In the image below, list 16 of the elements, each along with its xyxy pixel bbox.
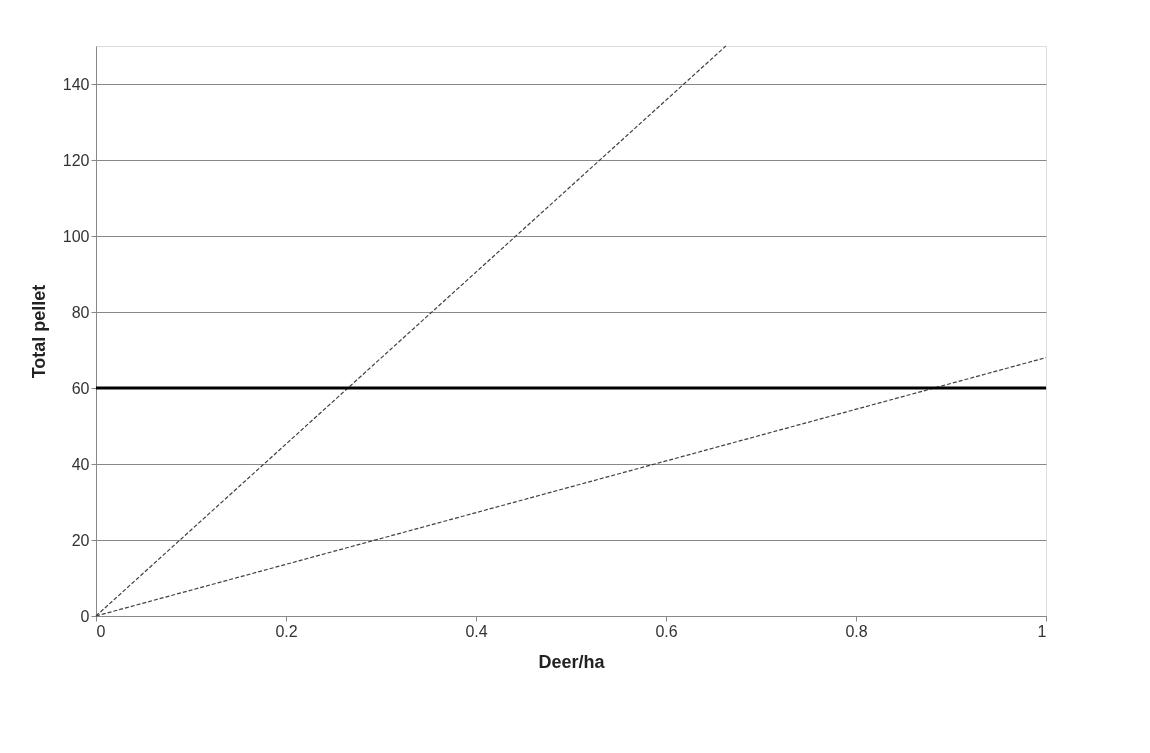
y-axis-title: Total pellet	[28, 284, 49, 379]
y-tick-label: 60	[71, 379, 90, 397]
y-tick-label: 0	[80, 607, 90, 625]
y-tick-label: 20	[71, 531, 90, 549]
y-tick-label: 140	[62, 75, 90, 93]
x-tick-label: 0	[96, 622, 106, 640]
x-tick-label: 1	[1037, 622, 1047, 640]
y-tick-label: 40	[71, 455, 90, 473]
y-tick-label: 120	[62, 151, 90, 169]
y-tick-label: 100	[62, 227, 90, 245]
x-tick-label: 0.4	[465, 622, 488, 640]
x-tick-label: 0.6	[655, 622, 678, 640]
y-tick-label: 80	[71, 303, 90, 321]
x-tick-label: 0.8	[845, 622, 868, 640]
x-axis-title: Deer/ha	[538, 651, 606, 672]
x-tick-label: 0.2	[275, 622, 298, 640]
